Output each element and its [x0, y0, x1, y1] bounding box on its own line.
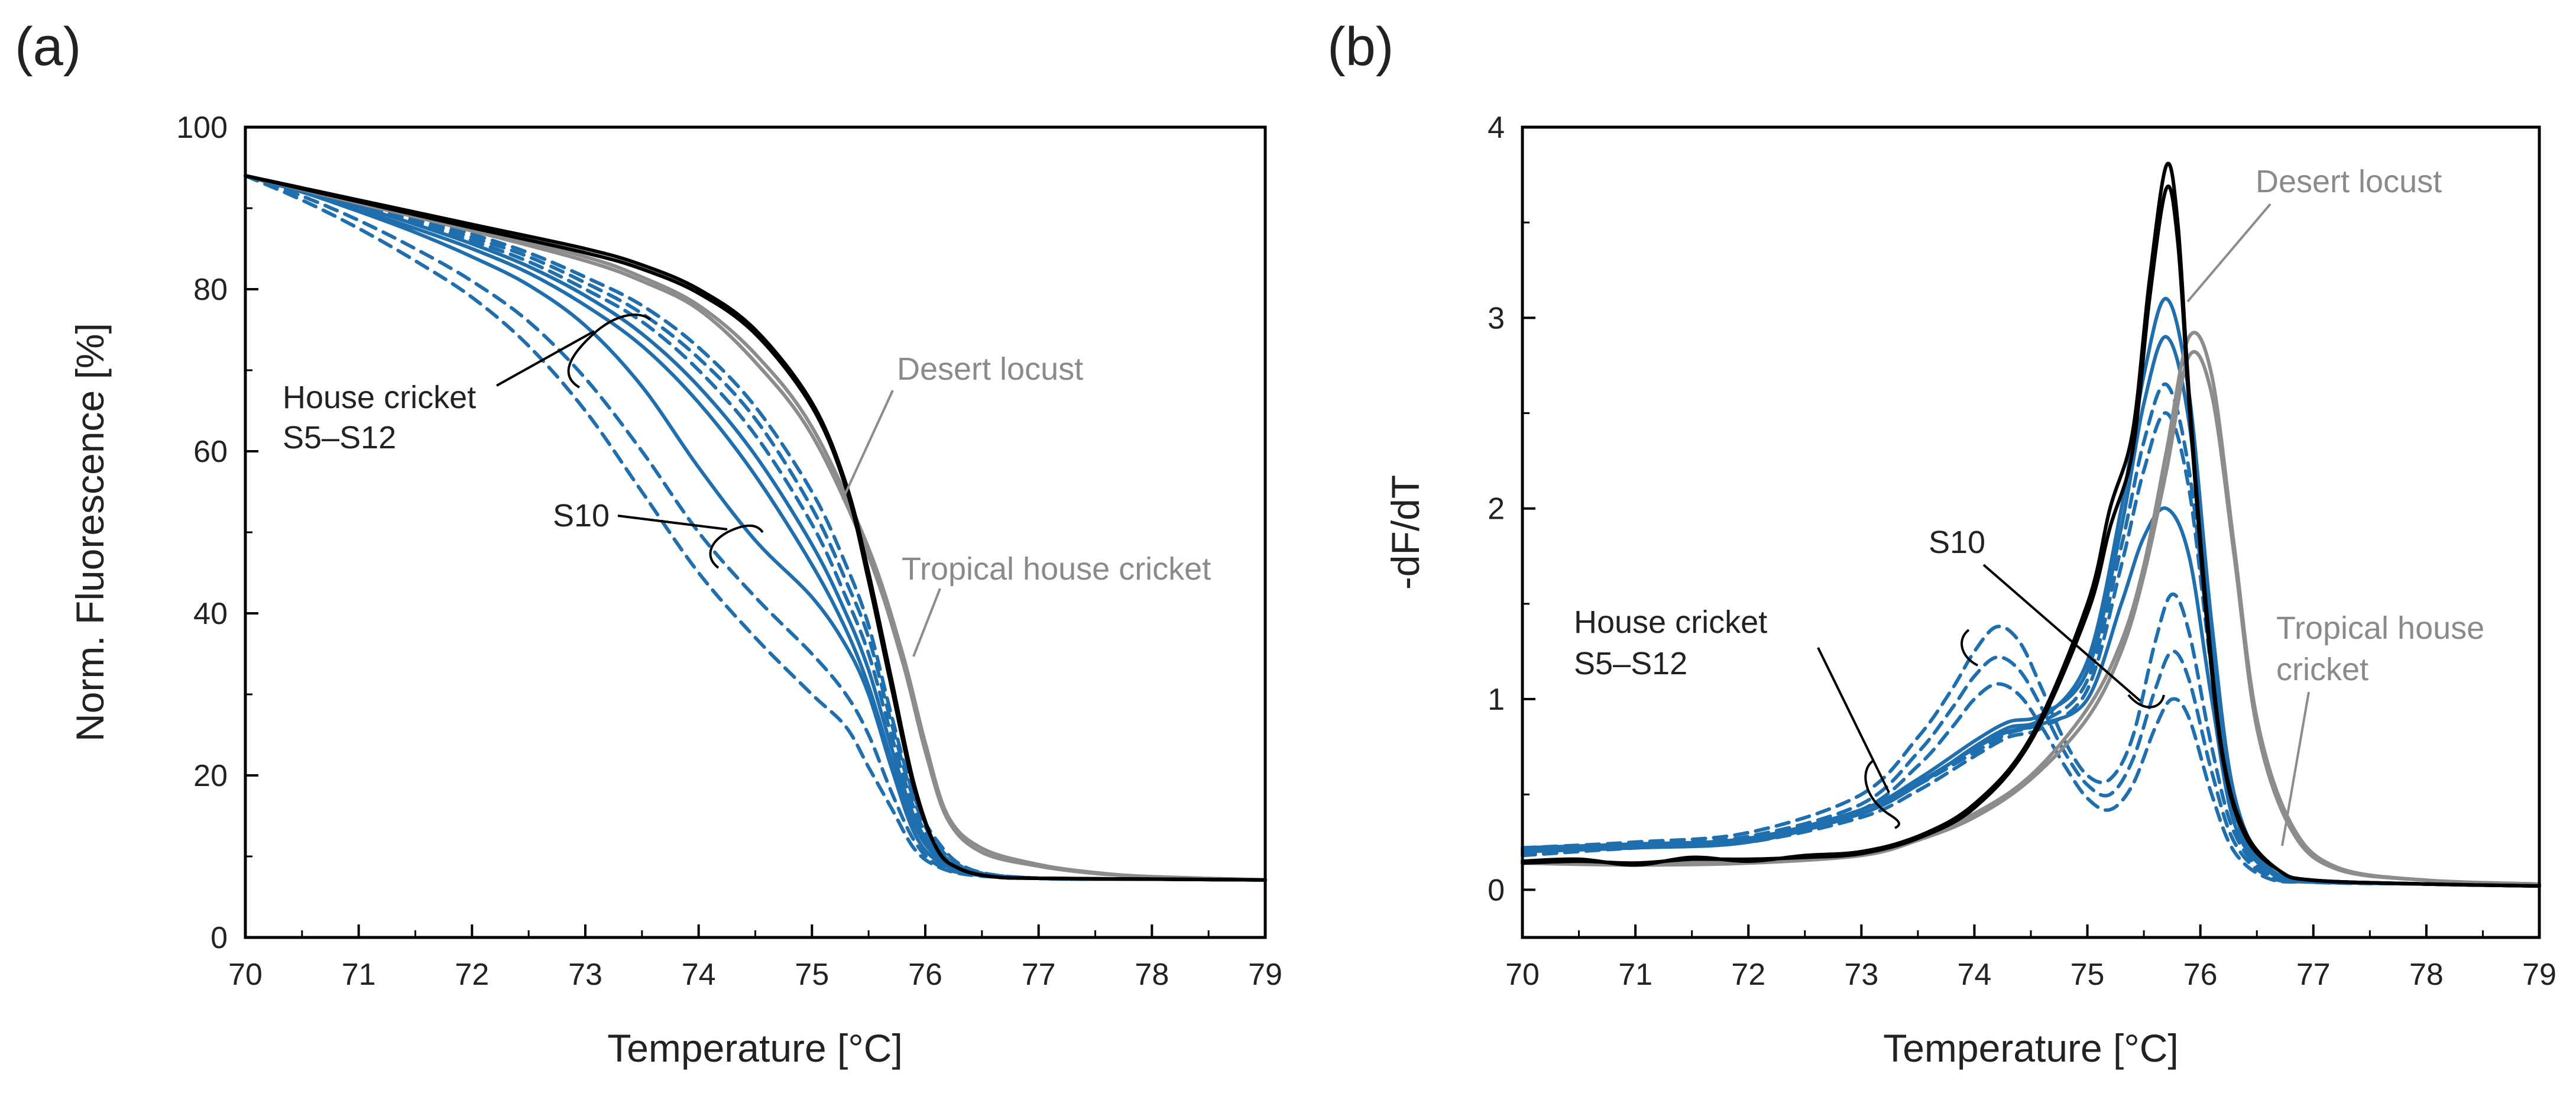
annot-b-tropical-l1: Tropical house [2276, 610, 2484, 646]
leader-b-s10 [1982, 564, 2141, 702]
series-a-house-cricket-2 [244, 174, 1267, 882]
series-b-house-cricket-5 [1521, 506, 2541, 888]
x-tick-label-b-70: 70 [1505, 958, 1540, 992]
annot-b-house-cricket-l2: S5–S12 [1574, 646, 1687, 681]
x-axis-title-b: Temperature [°C] [1883, 1026, 2179, 1070]
x-tick-label-b-78: 78 [2409, 958, 2444, 992]
x-axis-title-a: Temperature [°C] [607, 1026, 903, 1070]
x-tick-label-a-74: 74 [682, 958, 716, 992]
series-b-house-cricket-1 [1521, 297, 2541, 888]
x-tick-label-b-71: 71 [1618, 958, 1652, 992]
panel-b: (b) 70 71 72 73 74 75 76 77 78 79 0 1 2 3 4 Temperatu… [1327, 17, 2556, 1070]
series-a-tropical-house-cricket-1 [244, 174, 1267, 882]
x-tick-label-a-77: 77 [1022, 958, 1056, 992]
series-a-s10-1 [244, 174, 1267, 882]
leader-a-house-cricket [496, 330, 595, 387]
bracket-a-s10 [709, 524, 764, 569]
x-tick-label-b-73: 73 [1844, 958, 1878, 992]
y-axis-title-b: -dF/dT [1383, 475, 1427, 590]
series-b-s10-1 [1521, 592, 2541, 888]
bracket-a-house-cricket [567, 313, 652, 389]
series-a-house-cricket-3 [244, 174, 1267, 882]
series-b-s10-2 [1521, 649, 2541, 888]
x-tick-label-a-73: 73 [568, 958, 602, 992]
bracket-b-s10-left [1961, 629, 1978, 667]
x-tick-label-b-74: 74 [1958, 958, 1992, 992]
annot-a-tropical: Tropical house cricket [902, 551, 1211, 587]
x-tick-label-a-78: 78 [1135, 958, 1169, 992]
plot-b-xticks: 70 71 72 73 74 75 76 77 78 79 [1505, 924, 2556, 992]
x-tick-label-a-75: 75 [795, 958, 829, 992]
y-tick-label-b-2: 2 [1488, 492, 1505, 526]
y-tick-label-a-100: 100 [176, 111, 228, 145]
plot-a-frame [244, 125, 1267, 939]
series-b-s10-3 [1521, 682, 2541, 888]
y-tick-label-b-4: 4 [1488, 111, 1505, 145]
annot-a-s10: S10 [553, 498, 610, 533]
leader-a-s10 [617, 515, 728, 531]
panel-label-b: (b) [1327, 17, 1394, 77]
plot-a-yticks: 0 20 40 60 80 100 [176, 111, 258, 955]
annot-b-house-cricket-l1: House cricket [1574, 604, 1767, 640]
series-a-s10-2 [244, 174, 1267, 882]
y-tick-label-a-20: 20 [193, 759, 228, 793]
plot-a-xticks: 70 71 72 73 74 75 76 77 78 79 [228, 924, 1282, 992]
x-tick-label-b-72: 72 [1731, 958, 1765, 992]
panel-label-a: (a) [15, 17, 81, 77]
panel-a: (a) 70 71 72 73 74 75 76 77 78 79 0 20 40 60 80 100 Te… [15, 17, 1282, 1070]
bracket-b-house-cricket [1864, 759, 1900, 829]
plot-b-curves [1521, 161, 2541, 888]
x-tick-label-b-76: 76 [2183, 958, 2218, 992]
annot-a-house-cricket-l1: House cricket [283, 380, 476, 415]
y-tick-label-a-40: 40 [193, 597, 228, 631]
plot-b-frame [1521, 125, 2541, 939]
x-tick-label-a-79: 79 [1248, 958, 1282, 992]
bracket-b-s10-right [2127, 694, 2165, 709]
leader-b-house-cricket [1817, 647, 1890, 793]
series-a-house-cricket-4 [244, 174, 1267, 882]
y-tick-label-b-3: 3 [1488, 301, 1505, 335]
x-tick-label-b-75: 75 [2070, 958, 2105, 992]
leader-a-desert-locust [841, 390, 894, 500]
annot-a-house-cricket-l2: S5–S12 [283, 420, 396, 455]
annot-b-tropical-l2: cricket [2276, 652, 2368, 687]
x-tick-label-b-79: 79 [2522, 958, 2556, 992]
series-a-house-cricket-1 [244, 174, 1267, 882]
x-tick-label-a-70: 70 [228, 958, 263, 992]
plot-b-yticks: 0 1 2 3 4 [1488, 111, 1535, 907]
leader-a-tropical [912, 588, 941, 657]
leader-b-tropical [2281, 691, 2310, 846]
y-tick-label-b-0: 0 [1488, 873, 1505, 907]
series-a-tropical-house-cricket-2 [244, 174, 1267, 882]
series-a-desert-locust-1 [244, 174, 1267, 882]
y-tick-label-a-0: 0 [210, 921, 228, 955]
y-tick-label-a-60: 60 [193, 435, 228, 469]
series-b-tropical-house-cricket-2 [1521, 185, 2541, 888]
y-tick-label-a-80: 80 [193, 273, 228, 307]
y-axis-title-a: Norm. Fluorescence [%] [68, 323, 112, 742]
y-tick-label-b-1: 1 [1488, 683, 1505, 717]
x-tick-label-a-72: 72 [455, 958, 489, 992]
plot-a-curves [244, 174, 1267, 882]
series-a-desert-locust-2 [244, 174, 1267, 882]
annot-b-s10: S10 [1929, 525, 1985, 560]
annot-a-desert-locust: Desert locust [897, 351, 1083, 387]
x-tick-label-b-77: 77 [2296, 958, 2331, 992]
annot-b-desert-locust: Desert locust [2256, 164, 2442, 199]
x-tick-label-a-71: 71 [342, 958, 376, 992]
series-a-s10-3 [244, 174, 1267, 882]
series-a-house-cricket-5 [244, 174, 1267, 882]
leader-b-desert-locust [2186, 203, 2272, 303]
x-tick-label-a-76: 76 [908, 958, 942, 992]
